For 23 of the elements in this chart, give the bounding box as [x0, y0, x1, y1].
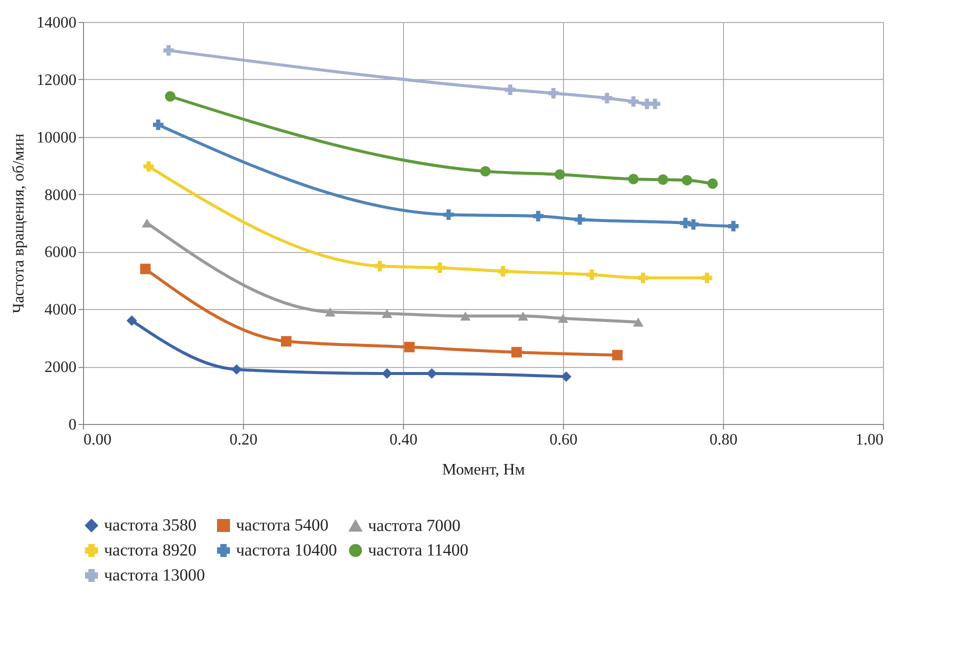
legend-label: частота 13000 [104, 566, 206, 584]
legend-label: частота 8920 [104, 540, 197, 560]
y-tick-label: 2000 [44, 359, 76, 376]
legend-label: частота 7000 [368, 516, 461, 535]
y-tick-label: 12000 [36, 72, 76, 89]
x-tick-label: 0.00 [84, 432, 112, 448]
x-tick-label: 1.00 [856, 432, 884, 448]
legend-label: частота 10400 [236, 540, 338, 560]
legend-label: частота 11400 [368, 540, 468, 560]
x-tick-label: 0.20 [230, 432, 258, 448]
legend-label: частота 5400 [236, 516, 329, 535]
y-tick-label: 14000 [36, 14, 76, 32]
x-tick-label: 0.60 [550, 432, 578, 448]
legend-label: частота 3580 [104, 516, 197, 535]
y-axis-title: Частота вращения, об/мин [10, 133, 28, 314]
y-tick-label: 10000 [36, 129, 76, 146]
x-tick-label: 0.80 [710, 432, 738, 448]
x-axis-title: Момент, Нм [442, 462, 525, 478]
y-tick-label: 0 [68, 416, 76, 434]
y-tick-label: 4000 [44, 302, 76, 319]
x-tick-label: 0.40 [390, 432, 418, 448]
y-tick-label: 6000 [44, 244, 76, 262]
y-tick-label: 8000 [44, 186, 76, 204]
